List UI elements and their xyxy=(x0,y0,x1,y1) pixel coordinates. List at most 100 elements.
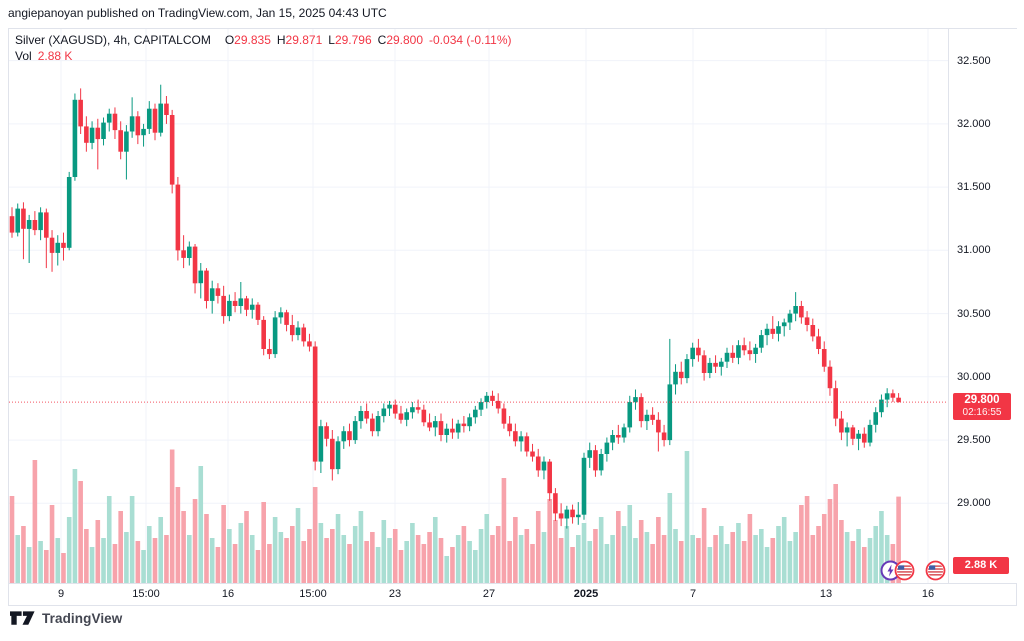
volume-bar xyxy=(724,544,730,583)
candle-body xyxy=(507,423,512,432)
candle-body xyxy=(495,400,501,409)
last-price-value: 29.800 xyxy=(964,394,1000,407)
volume-bar xyxy=(530,544,535,583)
volume-bar xyxy=(347,544,352,583)
volume-bar xyxy=(55,538,61,583)
candle-body xyxy=(364,411,369,419)
candle-body xyxy=(644,414,650,422)
candle-body xyxy=(707,362,713,373)
candle-body xyxy=(215,288,221,296)
time-tick-label: 2025 xyxy=(573,588,599,600)
volume-bar xyxy=(696,538,701,583)
volume-bar xyxy=(513,517,518,583)
volume-bar xyxy=(799,505,804,583)
high-value: 29.871 xyxy=(285,33,323,47)
candle-body xyxy=(106,113,112,123)
candle-body xyxy=(404,412,409,420)
candle-body xyxy=(816,336,821,349)
volume-bar xyxy=(570,547,575,583)
symbol-title[interactable]: Silver (XAGUSD), 4h, CAPITALCOM xyxy=(15,33,211,47)
candlestick-chart[interactable] xyxy=(9,29,948,583)
volume-bar xyxy=(701,508,707,583)
price-tick-label: 30.000 xyxy=(957,370,991,383)
candle-body xyxy=(335,441,341,470)
volume-bar xyxy=(495,526,501,583)
volume-bar xyxy=(215,547,221,583)
candle-body xyxy=(61,242,66,248)
candle-body xyxy=(427,422,432,428)
candle-body xyxy=(467,417,472,427)
time-tick-label: 27 xyxy=(482,588,496,600)
volume-bar xyxy=(221,505,226,583)
price-axis[interactable]: 32.500 32.000 31.500 31.000 30.500 30.000 29.5… xyxy=(948,29,1017,583)
candle-body xyxy=(753,347,758,354)
volume-bar xyxy=(427,532,432,583)
candle-body xyxy=(118,130,123,152)
candle-body xyxy=(164,103,169,115)
candle-body xyxy=(490,395,495,401)
us-flag-event-icon[interactable] xyxy=(894,560,915,581)
candle-body xyxy=(810,325,816,337)
time-axis[interactable]: 9 15:00 16 15:00 23 27 2025 7 13 16 xyxy=(9,583,1016,605)
volume-bar xyxy=(839,520,844,583)
volume-bar xyxy=(804,496,810,583)
volume-bar xyxy=(301,541,307,583)
volume-bar xyxy=(541,532,547,583)
candle-body xyxy=(78,99,83,127)
candle-body xyxy=(26,220,32,229)
volume-bar xyxy=(307,529,312,583)
volume-bar xyxy=(627,505,633,583)
candle-body xyxy=(432,421,438,428)
candle-body xyxy=(564,509,570,519)
open-label: O xyxy=(224,33,235,47)
candle-body xyxy=(438,421,444,435)
candle-body xyxy=(724,352,730,362)
volume-bar xyxy=(421,544,427,583)
volume-bar xyxy=(129,496,135,583)
volume-bar xyxy=(690,535,695,583)
footer-brand[interactable]: TradingView xyxy=(10,611,122,626)
attribution-text: angiepanoyan published on TradingView.co… xyxy=(8,6,387,20)
volume-bar xyxy=(312,487,318,583)
candle-body xyxy=(896,397,901,403)
volume-bar xyxy=(370,532,375,583)
candle-body xyxy=(261,319,266,349)
candle-body xyxy=(187,246,192,258)
candle-body xyxy=(44,212,49,238)
close-label: C xyxy=(377,33,387,47)
volume-bar xyxy=(593,529,598,583)
volume-bar xyxy=(644,532,650,583)
volume-bar xyxy=(850,541,856,583)
volume-bar xyxy=(656,517,661,583)
candle-body xyxy=(152,108,158,133)
volume-bar xyxy=(66,517,72,583)
volume-bar xyxy=(638,520,644,583)
volume-bar xyxy=(610,535,615,583)
volume-bar xyxy=(284,538,289,583)
volume-bar xyxy=(867,538,873,583)
volume-bar xyxy=(152,538,158,583)
candle-body xyxy=(221,295,226,317)
candle-body xyxy=(627,402,633,428)
candle-body xyxy=(295,327,301,336)
candle-body xyxy=(747,350,753,355)
candle-body xyxy=(593,450,598,471)
volume-bar xyxy=(38,541,43,583)
candle-body xyxy=(501,408,507,424)
volume-bar xyxy=(124,532,129,583)
volume-bar xyxy=(141,550,146,583)
candle-body xyxy=(856,433,861,439)
volume-bar xyxy=(833,484,838,583)
volume-bar xyxy=(398,550,404,583)
candle-body xyxy=(9,216,15,233)
candle-body xyxy=(135,116,141,136)
volume-label[interactable]: Vol xyxy=(15,49,32,63)
us-flag-event-icon[interactable] xyxy=(925,560,946,581)
volume-bar xyxy=(192,499,198,583)
volume-bar xyxy=(718,526,724,583)
candle-body xyxy=(513,431,518,442)
candle-body xyxy=(730,352,736,358)
volume-bar xyxy=(736,523,741,583)
volume-bar xyxy=(598,517,604,583)
volume-bar xyxy=(753,535,758,583)
